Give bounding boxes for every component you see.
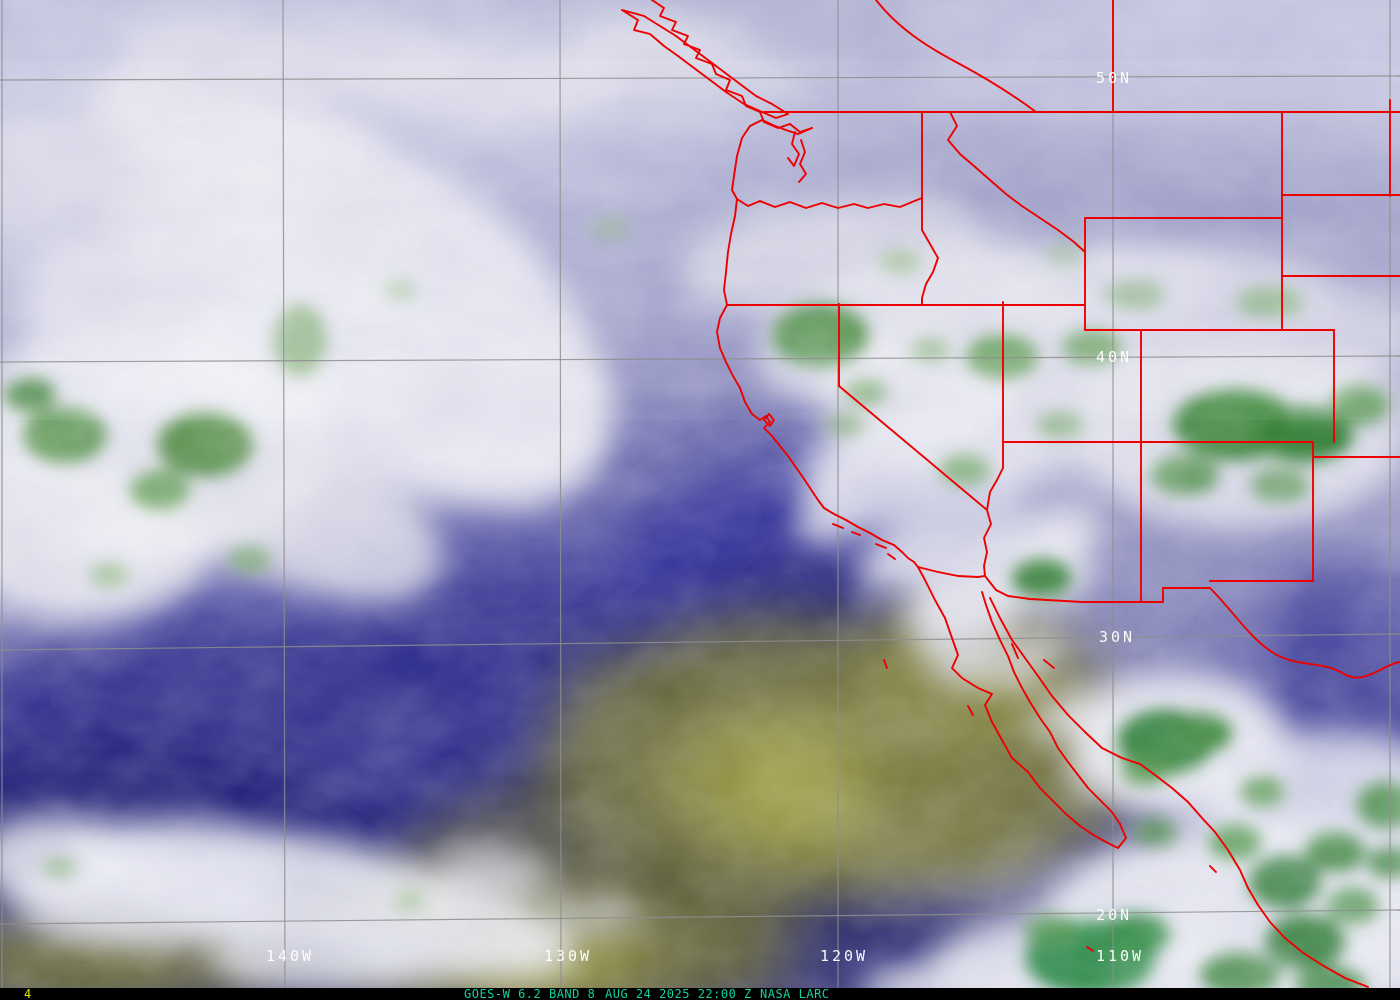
border-id-mt bbox=[947, 111, 1086, 253]
latitude-label-50n: 50N bbox=[1096, 69, 1132, 87]
border-103w-jog bbox=[1209, 441, 1400, 582]
frame-number: 4 bbox=[24, 987, 32, 1000]
gridline-50n bbox=[0, 75, 1400, 81]
island-socorro bbox=[1086, 946, 1094, 952]
islas-marias bbox=[1209, 865, 1217, 873]
border-us-mexico bbox=[917, 566, 1211, 603]
status-bar: 4 GOES-W 6.2 BAND 8 AUG 24 2025 22:00 Z … bbox=[0, 988, 1400, 1000]
border-rio-grande bbox=[1209, 587, 1400, 679]
coastline-california bbox=[716, 304, 919, 568]
gridline-20n bbox=[0, 909, 1400, 925]
satellite-band-label: GOES-W 6.2 BAND 8 bbox=[464, 987, 596, 1000]
coastline-puget-sound bbox=[787, 131, 807, 183]
san-francisco-bay bbox=[763, 413, 775, 427]
credit-label: NASA LARC bbox=[760, 987, 830, 1000]
coastline-oregon bbox=[723, 198, 738, 306]
longitude-label-140w: 140W bbox=[266, 947, 314, 965]
gridline-140w bbox=[282, 0, 286, 988]
gridline-130w bbox=[559, 0, 562, 988]
latitude-label-40n: 40N bbox=[1096, 348, 1132, 366]
border-colorado-river bbox=[983, 467, 1004, 577]
coastline-baja-gulf bbox=[981, 591, 1121, 825]
longitude-label-130w: 130W bbox=[544, 947, 592, 965]
gridline-40n bbox=[0, 355, 1400, 363]
coastline-baja-west bbox=[917, 566, 1127, 849]
coastline-mexico-mainland bbox=[989, 597, 1369, 988]
gulf-islands bbox=[967, 643, 1055, 716]
coordinate-labels: 50N 40N 30N 20N 140W 130W 120W 110W bbox=[266, 69, 1144, 965]
border-wa-or bbox=[736, 197, 923, 209]
gridline-30n bbox=[0, 633, 1400, 651]
timestamp-label: AUG 24 2025 22:00 Z bbox=[605, 987, 752, 1000]
map-boundaries bbox=[621, 0, 1400, 988]
island-guadalupe bbox=[883, 659, 888, 669]
latitude-label-20n: 20N bbox=[1096, 906, 1132, 924]
longitude-label-110w: 110W bbox=[1096, 947, 1144, 965]
latitude-label-30n: 30N bbox=[1099, 628, 1135, 646]
longitude-label-120w: 120W bbox=[820, 947, 868, 965]
coastline-washington bbox=[731, 119, 813, 200]
border-or-id bbox=[921, 197, 939, 305]
channel-islands bbox=[832, 523, 896, 560]
border-ca-nv bbox=[838, 303, 988, 511]
streak-texture-noise bbox=[0, 60, 1400, 420]
border-bc-alberta bbox=[875, 0, 1037, 113]
